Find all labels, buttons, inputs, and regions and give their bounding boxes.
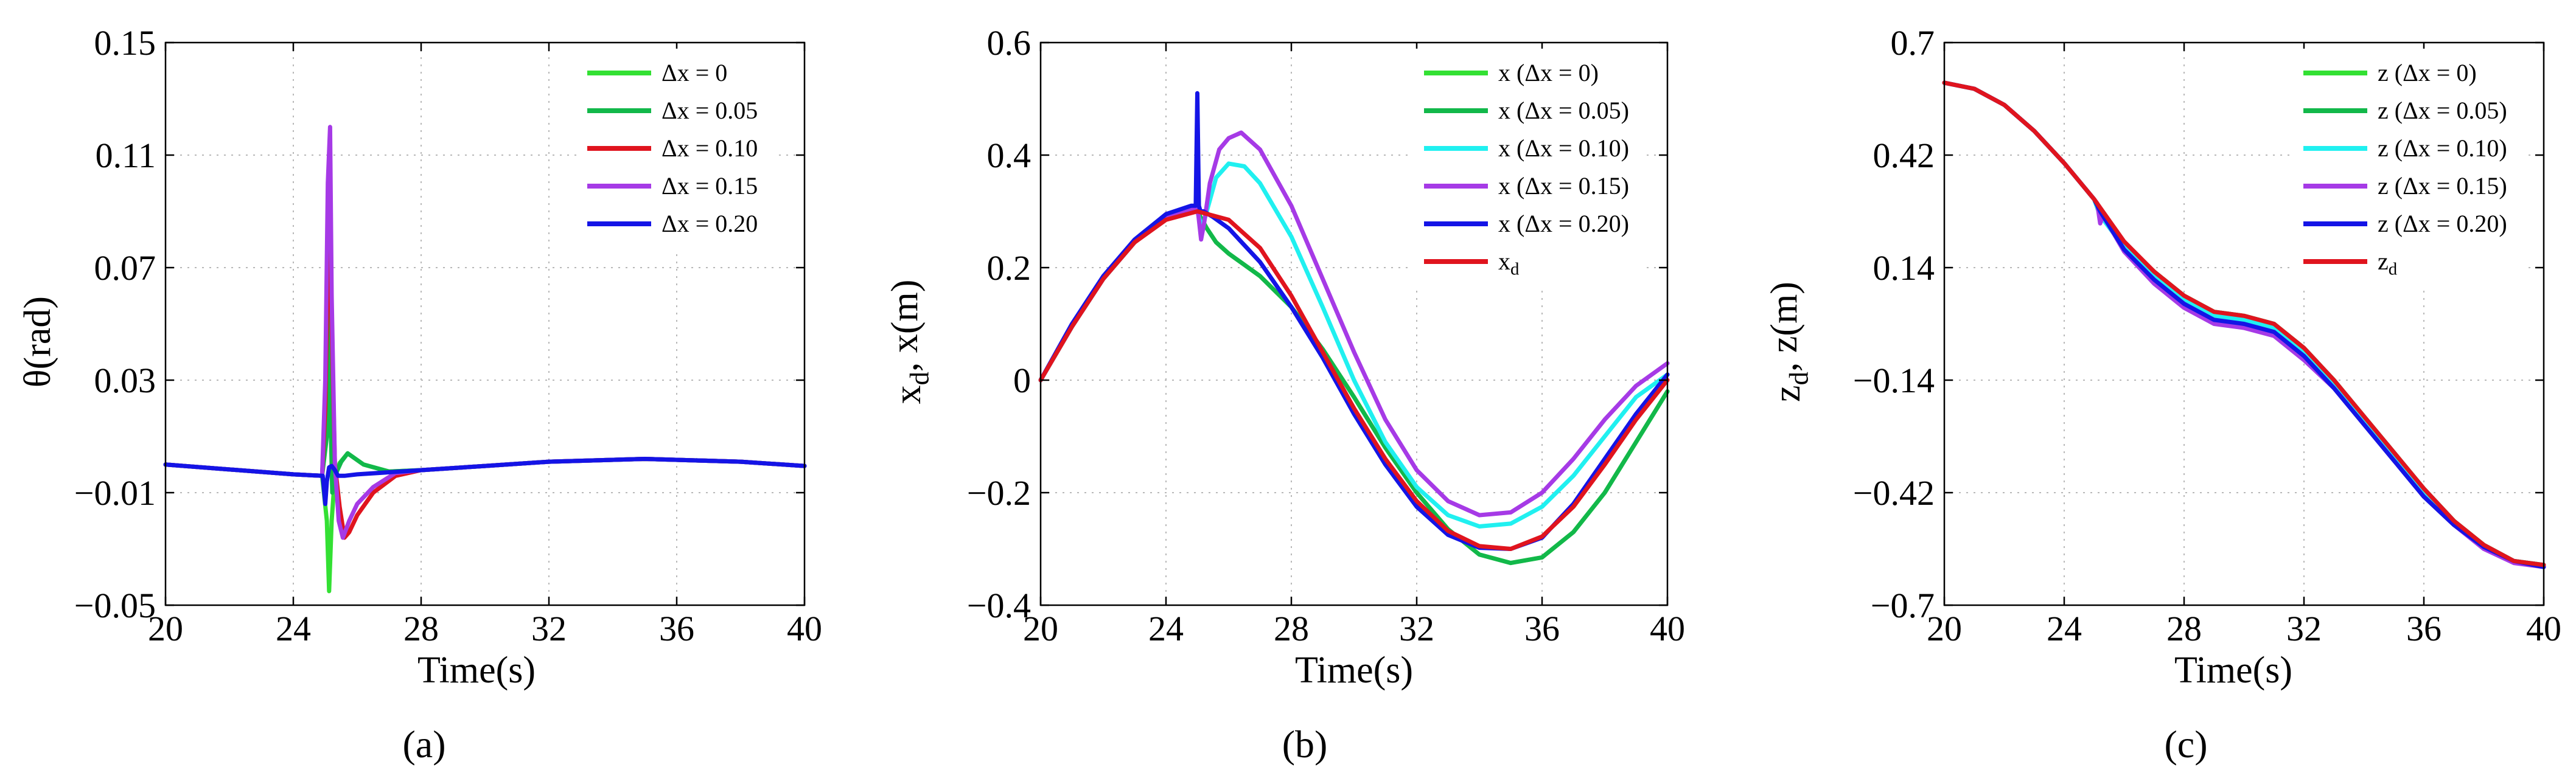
series-line-5: [163, 457, 807, 506]
x-tick-label: 36: [2406, 609, 2442, 648]
y-tick-label: −0.2: [967, 473, 1031, 513]
y-tick-label: −0.01: [74, 473, 156, 513]
x-tick-label: 40: [787, 609, 822, 648]
y-tick-label: −0.4: [967, 586, 1031, 625]
legend-label: z (Δx = 0): [2378, 59, 2477, 86]
y-tick-label: 0.15: [94, 23, 156, 63]
legend: Δx = 0 Δx = 0.05 Δx = 0.10 Δx = 0.15 Δx = 0.…: [576, 49, 777, 249]
x-tick-label: 32: [1399, 609, 1434, 648]
x-tick-label: 36: [659, 609, 694, 648]
x-axis-label-c: Time(s): [2174, 650, 2292, 691]
legend-label: zd: [2378, 248, 2398, 279]
x-tick-label: 36: [1524, 609, 1560, 648]
panel-b: 20 24 28 32 36 40 −0.4 −0.2 0 0.2 0.4 0.6 x (Δx = 0)…: [884, 23, 1685, 766]
legend-label: Δx = 0.05: [661, 97, 758, 124]
y-tick-label: 0.2: [987, 248, 1031, 288]
y-axis-label-c: zd, z(m): [1764, 282, 1814, 402]
legend: x (Δx = 0) x (Δx = 0.05) x (Δx = 0.10) x (Δ…: [1413, 49, 1644, 287]
legend-label: z (Δx = 0.20): [2378, 210, 2507, 237]
x-tick-label: 20: [148, 609, 183, 648]
caption-b: (b): [1282, 723, 1328, 766]
x-tick-label: 20: [1927, 609, 1962, 648]
x-tick-label: 40: [2526, 609, 2561, 648]
x-tick-label: 20: [1023, 609, 1058, 648]
series-line-6: [1038, 209, 1670, 551]
legend: z (Δx = 0) z (Δx = 0.05) z (Δx = 0.10) z (Δ…: [2292, 49, 2524, 287]
x-tick-label: 24: [276, 609, 311, 648]
legend-label: x (Δx = 0): [1498, 59, 1599, 86]
y-tick-label: −0.42: [1853, 473, 1935, 513]
y-tick-label: 0.6: [987, 23, 1031, 63]
axes-frame: [1039, 41, 1669, 606]
series-line-6: [1942, 80, 2546, 567]
y-tick-label: −0.14: [1853, 361, 1935, 400]
x-tick-label: 28: [2166, 609, 2202, 648]
x-tick-label: 24: [1148, 609, 1184, 648]
plot-area-c: 20 24 28 32 36 40 −0.7 −0.42 −0.14 0.14 0.42 0.7 z (…: [1853, 23, 2561, 648]
y-axis-label-b: xd, x(m): [884, 280, 935, 404]
y-tick-label: 0.07: [94, 248, 156, 288]
y-tick-label: 0.7: [1891, 23, 1935, 63]
axes-frame: [164, 41, 806, 606]
y-tick-label: 0.03: [94, 361, 156, 400]
legend-label: z (Δx = 0.10): [2378, 134, 2507, 162]
y-axis-label-a: θ(rad): [17, 296, 58, 387]
axes-frame: [1943, 41, 2545, 606]
legend-box: [2292, 49, 2524, 287]
y-tick-label: −0.05: [74, 586, 156, 625]
panel-c: 20 24 28 32 36 40 −0.7 −0.42 −0.14 0.14 0.42 0.7 z (…: [1764, 23, 2561, 766]
plot-area-b: 20 24 28 32 36 40 −0.4 −0.2 0 0.2 0.4 0.6 x (Δx = 0)…: [967, 23, 1685, 648]
x-tick-label: 40: [1650, 609, 1685, 648]
x-tick-label: 28: [403, 609, 439, 648]
x-axis-label-a: Time(s): [417, 650, 536, 691]
panel-a: 20 24 28 32 36 40 −0.05 −0.01 0.03 0.07 0.11 0.15 Δx…: [17, 23, 822, 766]
legend-label: Δx = 0.15: [661, 172, 758, 199]
legend-label: xd: [1498, 248, 1520, 279]
legend-label: x (Δx = 0.15): [1498, 172, 1629, 199]
y-tick-label: 0.42: [1873, 136, 1935, 175]
y-tick-label: −0.7: [1871, 586, 1935, 625]
y-tick-label: 0: [1013, 361, 1031, 400]
x-axis-label-b: Time(s): [1295, 650, 1413, 691]
legend-box: [1413, 49, 1644, 287]
y-tick-label: 0.14: [1873, 248, 1935, 288]
x-tick-label: 32: [2286, 609, 2322, 648]
legend-label: x (Δx = 0.20): [1498, 210, 1629, 237]
legend-label: z (Δx = 0.05): [2378, 97, 2507, 124]
legend-label: Δx = 0.10: [661, 134, 758, 162]
caption-c: (c): [2164, 723, 2207, 766]
plot-area-a: 20 24 28 32 36 40 −0.05 −0.01 0.03 0.07 0.11 0.15 Δx…: [74, 23, 822, 648]
legend-label: Δx = 0.20: [661, 210, 758, 237]
legend-label: x (Δx = 0.10): [1498, 134, 1629, 162]
x-tick-label: 28: [1274, 609, 1309, 648]
x-tick-label: 24: [2047, 609, 2082, 648]
x-tick-label: 32: [531, 609, 567, 648]
y-tick-label: 0.4: [987, 136, 1031, 175]
legend-label: x (Δx = 0.05): [1498, 97, 1629, 124]
legend-label: z (Δx = 0.15): [2378, 172, 2507, 199]
caption-a: (a): [402, 723, 445, 766]
legend-label: Δx = 0: [661, 59, 727, 86]
y-tick-label: 0.11: [96, 136, 156, 175]
